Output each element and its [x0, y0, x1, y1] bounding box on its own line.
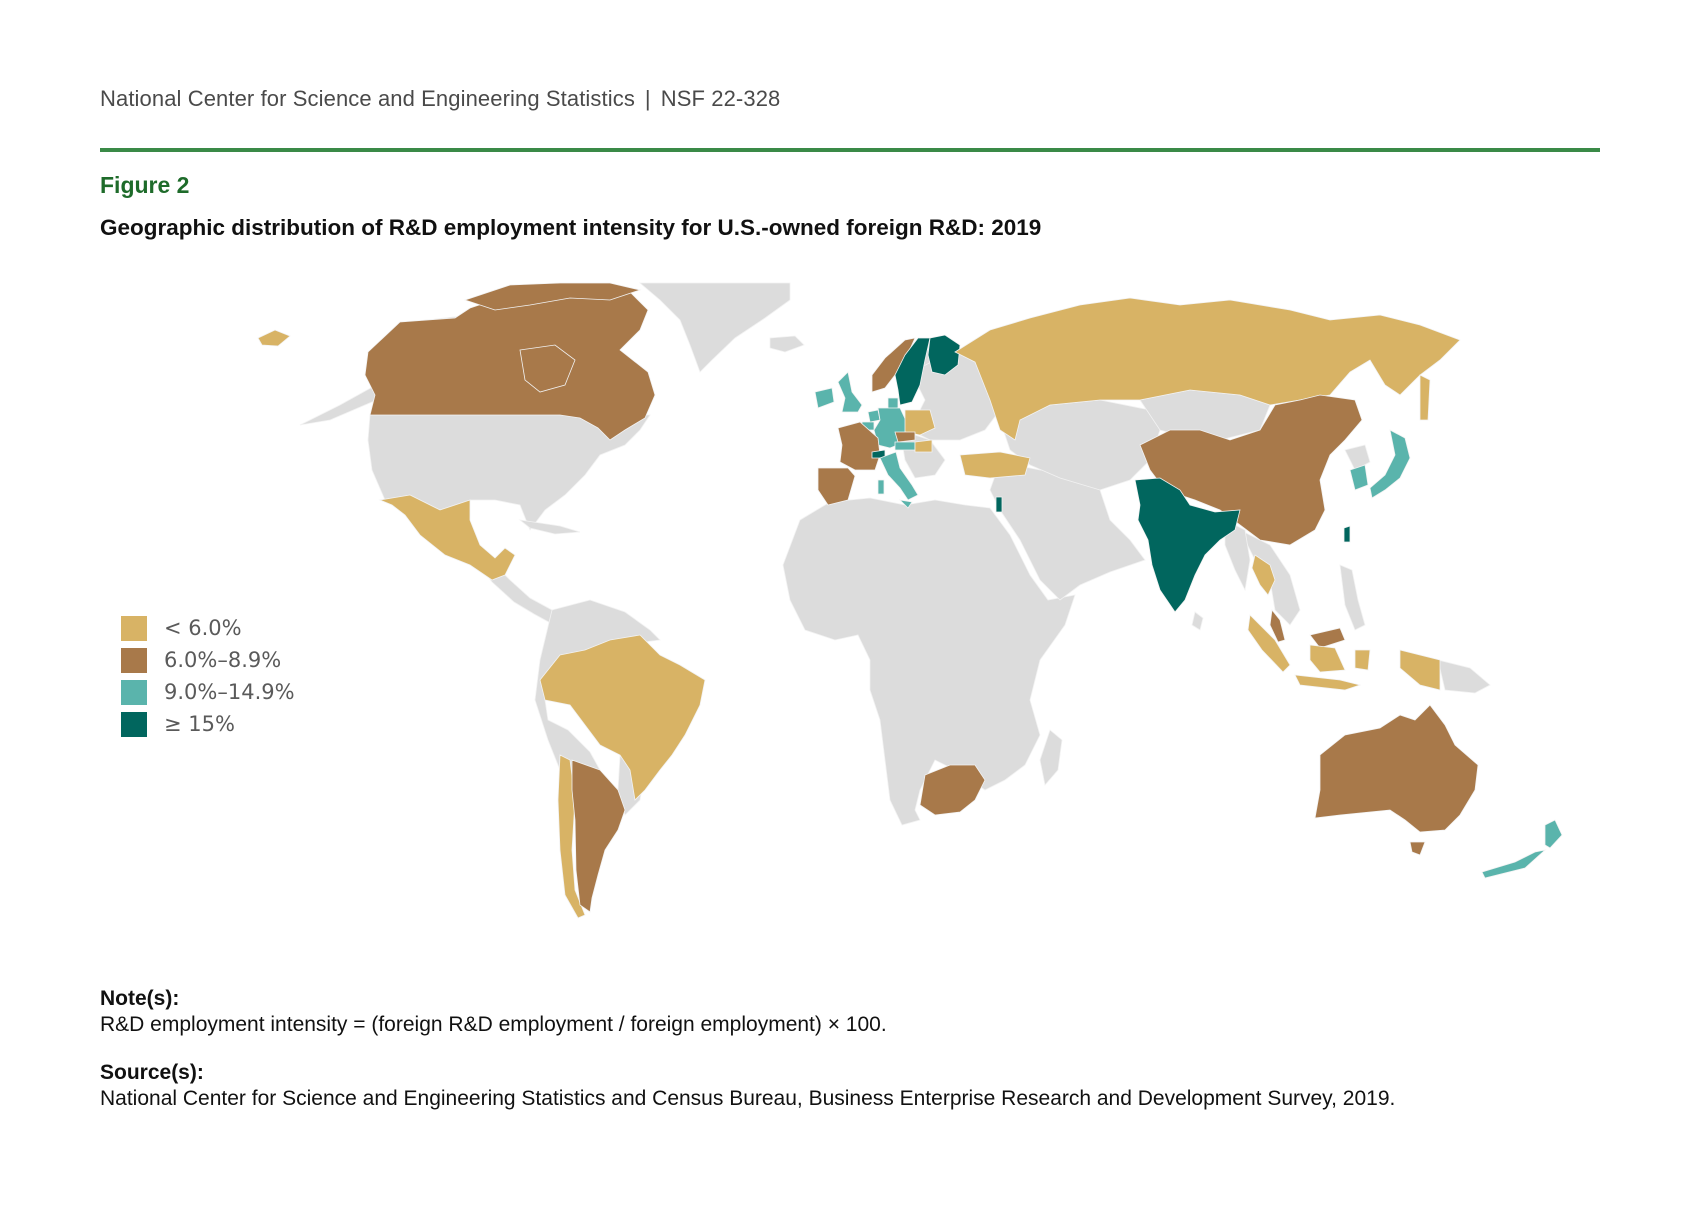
note-text: R&D employment intensity = (foreign R&D … — [100, 1013, 887, 1036]
country-poland — [904, 409, 936, 436]
legend-swatch — [121, 647, 147, 673]
report-header: National Center for Science and Engineer… — [100, 86, 780, 112]
country-italy — [877, 451, 919, 509]
country-mexico — [378, 494, 516, 581]
country-greenland — [638, 282, 791, 373]
legend-label: 6.0%–8.9% — [164, 648, 282, 672]
legend-item: 9.0%–14.9% — [121, 676, 295, 708]
country-papua-new-guinea — [1437, 659, 1491, 694]
country-spain — [817, 467, 856, 506]
country-netherlands — [867, 409, 881, 423]
source-label: Source(s): — [100, 1061, 204, 1084]
country-malaysia — [1269, 609, 1346, 649]
country-ireland — [814, 387, 835, 409]
legend-swatch — [121, 615, 147, 641]
legend-item: 6.0%–8.9% — [121, 644, 295, 676]
country-argentina — [571, 759, 626, 913]
country-hungary — [914, 439, 933, 453]
source-text: National Center for Science and Engineer… — [100, 1087, 1396, 1110]
country-france — [837, 421, 881, 471]
country-africa — [782, 497, 1076, 826]
country-czechia — [894, 431, 916, 443]
legend-item: ≥ 15% — [121, 708, 295, 740]
country-united-states — [367, 414, 651, 531]
country-sakhalin-kamchatka — [1419, 374, 1431, 421]
country-thailand — [1251, 554, 1276, 596]
country-japan — [1369, 429, 1411, 499]
country-iceland — [769, 335, 805, 353]
header-org: National Center for Science and Engineer… — [100, 86, 635, 111]
country-finland — [927, 334, 961, 376]
country-cuba — [518, 519, 581, 535]
country-brazil — [539, 634, 706, 801]
country-indonesia — [1247, 614, 1441, 691]
legend-swatch — [121, 711, 147, 737]
header-report-number: NSF 22-328 — [660, 86, 781, 111]
figure-label: Figure 2 — [100, 172, 190, 198]
country-australia — [1314, 704, 1479, 856]
country-sri-lanka — [1191, 611, 1204, 631]
country-sweden — [894, 337, 931, 406]
country-south-korea — [1349, 464, 1369, 491]
notes-section: Note(s): R&D employment intensity = (for… — [100, 986, 1395, 1134]
country-canada-arctic — [463, 282, 642, 311]
country-united-kingdom — [837, 371, 863, 413]
country-south-africa — [919, 764, 986, 816]
legend-label: < 6.0% — [164, 616, 242, 640]
country-israel — [995, 496, 1003, 513]
header-separator: | — [644, 86, 651, 111]
figure-title: Geographic distribution of R&D employmen… — [100, 215, 1042, 240]
note-label: Note(s): — [100, 987, 180, 1010]
legend-swatch — [121, 679, 147, 705]
legend-item: < 6.0% — [121, 612, 295, 644]
header-rule — [100, 148, 1600, 152]
country-new-zealand — [1481, 819, 1563, 879]
legend-label: 9.0%–14.9% — [164, 680, 295, 704]
country-philippines — [1339, 564, 1366, 631]
legend-label: ≥ 15% — [164, 712, 235, 736]
country-north-korea — [1344, 444, 1371, 471]
country-south-america-north — [534, 599, 661, 796]
country-taiwan — [1343, 525, 1351, 543]
country-austria — [894, 441, 916, 451]
country-china — [1139, 394, 1363, 546]
country-russia — [954, 297, 1461, 441]
country-chukotka — [257, 329, 291, 347]
country-turkey — [959, 451, 1031, 479]
country-india — [1134, 477, 1241, 613]
map-legend: < 6.0% 6.0%–8.9% 9.0%–14.9% ≥ 15% — [121, 612, 295, 740]
country-madagascar — [1039, 729, 1063, 786]
country-myanmar — [1224, 519, 1251, 592]
